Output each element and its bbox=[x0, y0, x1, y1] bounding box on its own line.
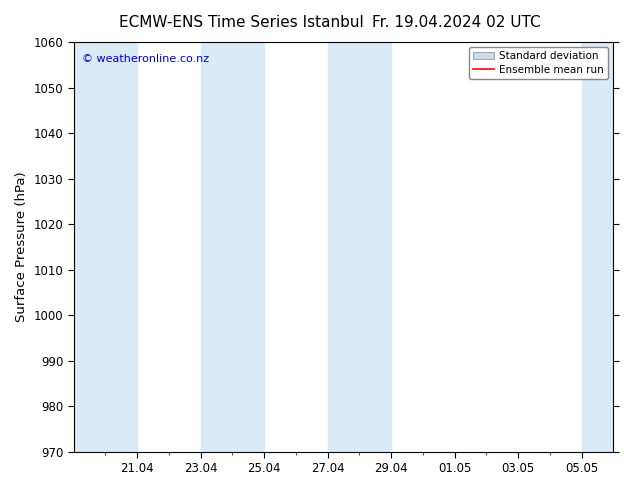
Bar bbox=[74, 42, 137, 452]
Y-axis label: Surface Pressure (hPa): Surface Pressure (hPa) bbox=[15, 172, 28, 322]
Text: ECMW-ENS Time Series Istanbul: ECMW-ENS Time Series Istanbul bbox=[119, 15, 363, 30]
Bar bbox=[328, 42, 391, 452]
Bar bbox=[201, 42, 264, 452]
Bar bbox=[582, 42, 614, 452]
Text: Fr. 19.04.2024 02 UTC: Fr. 19.04.2024 02 UTC bbox=[372, 15, 541, 30]
Legend: Standard deviation, Ensemble mean run: Standard deviation, Ensemble mean run bbox=[469, 47, 608, 79]
Text: © weatheronline.co.nz: © weatheronline.co.nz bbox=[82, 54, 209, 64]
